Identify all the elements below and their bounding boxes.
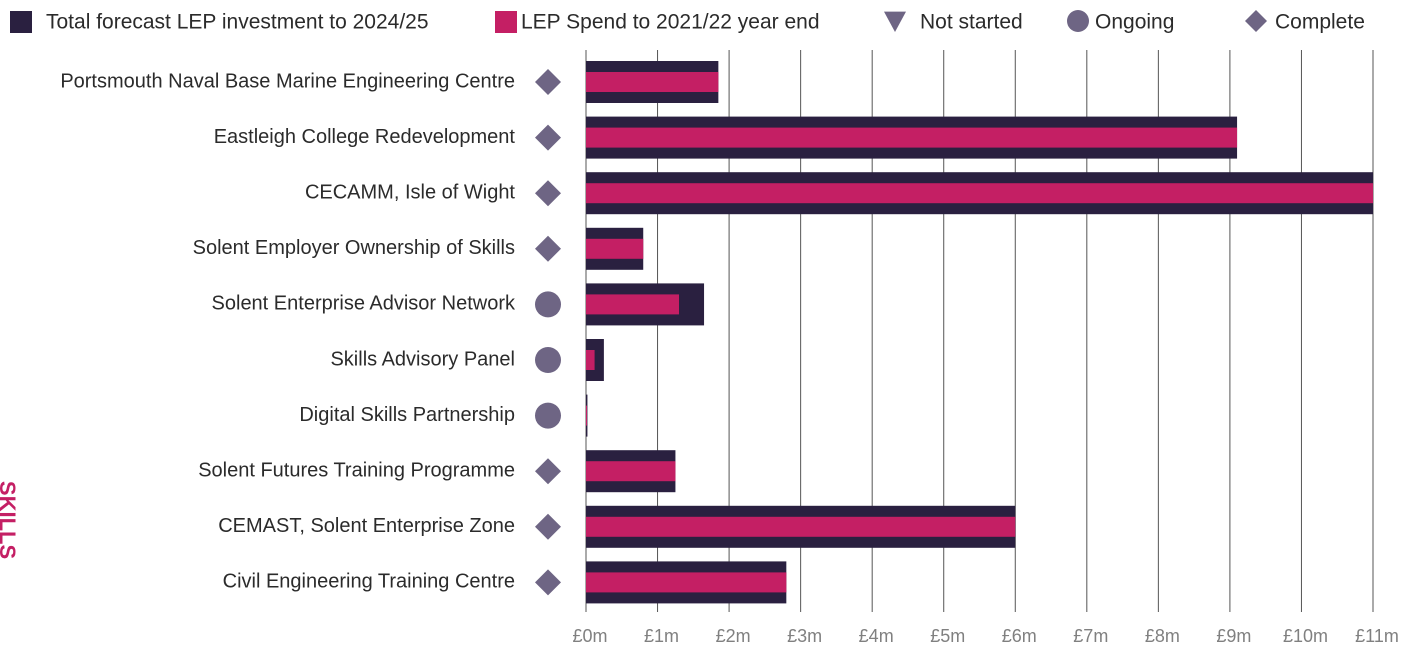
bar bbox=[586, 72, 719, 92]
category-label: Solent Employer Ownership of Skills bbox=[193, 237, 515, 259]
status-icon bbox=[535, 235, 561, 262]
x-tick-label: £4m bbox=[859, 626, 894, 646]
x-tick-label: £7m bbox=[1073, 626, 1108, 646]
category-label: CECAMM, Isle of Wight bbox=[305, 181, 515, 203]
category-label: Digital Skills Partnership bbox=[299, 404, 515, 426]
category-label: Civil Engineering Training Centre bbox=[223, 571, 515, 593]
legend-label: Not started bbox=[920, 11, 1023, 34]
x-tick-label: £2m bbox=[716, 626, 751, 646]
bar bbox=[586, 461, 676, 482]
side-label: SKILLS bbox=[0, 481, 20, 559]
category-label: CEMAST, Solent Enterprise Zone bbox=[218, 515, 515, 537]
legend-swatch bbox=[495, 11, 517, 33]
legend-icon bbox=[1067, 10, 1089, 32]
status-icon bbox=[535, 180, 561, 207]
category-label: Solent Futures Training Programme bbox=[198, 459, 515, 481]
legend-swatch bbox=[10, 11, 32, 33]
legend-label: Complete bbox=[1275, 11, 1365, 34]
x-tick-label: £1m bbox=[644, 626, 679, 646]
status-icon bbox=[535, 291, 561, 318]
status-icon bbox=[535, 458, 561, 485]
x-tick-label: £6m bbox=[1002, 626, 1037, 646]
legend-label: LEP Spend to 2021/22 year end bbox=[521, 11, 820, 34]
legend-icon bbox=[1245, 10, 1267, 32]
bar bbox=[586, 294, 680, 315]
bar bbox=[586, 516, 1016, 537]
legend-label: Ongoing bbox=[1095, 11, 1174, 34]
category-label: Solent Enterprise Advisor Network bbox=[212, 293, 516, 315]
status-icon bbox=[535, 569, 561, 596]
category-label: Skills Advisory Panel bbox=[330, 348, 515, 370]
x-tick-label: £3m bbox=[787, 626, 822, 646]
x-tick-label: £10m bbox=[1283, 626, 1328, 646]
bar bbox=[586, 405, 587, 426]
status-icon bbox=[535, 402, 561, 429]
x-tick-label: £8m bbox=[1145, 626, 1180, 646]
x-tick-label: £9m bbox=[1216, 626, 1251, 646]
x-tick-label: £0m bbox=[572, 626, 607, 646]
category-label: Portsmouth Naval Base Marine Engineering… bbox=[60, 70, 515, 92]
status-icon bbox=[535, 347, 561, 373]
bar bbox=[586, 127, 1238, 148]
bar bbox=[586, 350, 595, 370]
status-icon bbox=[535, 69, 561, 95]
legend-icon bbox=[884, 11, 906, 32]
bar bbox=[586, 572, 787, 593]
x-tick-label: £5m bbox=[930, 626, 965, 646]
status-icon bbox=[535, 124, 561, 151]
bar bbox=[586, 183, 1373, 204]
x-tick-label: £11m bbox=[1355, 626, 1399, 646]
legend-label: Total forecast LEP investment to 2024/25 bbox=[46, 11, 429, 34]
bar bbox=[586, 339, 604, 381]
status-icon bbox=[535, 513, 561, 540]
category-label: Eastleigh College Redevelopment bbox=[214, 126, 516, 148]
bar bbox=[586, 238, 644, 259]
